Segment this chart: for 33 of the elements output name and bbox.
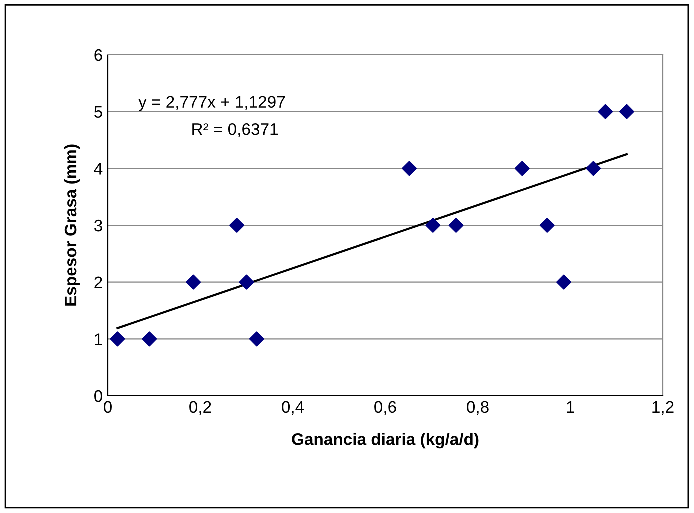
y-tick-label: 5 xyxy=(94,106,102,118)
x-tick-label: 1,2 xyxy=(652,401,674,416)
point xyxy=(249,332,264,347)
point xyxy=(448,218,464,233)
annotation: y = 2,777x + 1,1297 xyxy=(138,96,286,112)
annotation: R² = 0,6371 xyxy=(192,123,278,138)
point xyxy=(556,274,572,290)
point xyxy=(514,161,530,176)
point xyxy=(598,104,614,120)
y-tick-label: 1 xyxy=(95,334,102,346)
x-tick-label: 0,4 xyxy=(282,401,304,416)
y-tick-label: 4 xyxy=(94,163,103,175)
point xyxy=(142,332,158,347)
y-tick-label: 6 xyxy=(94,49,102,62)
point xyxy=(426,218,441,233)
point xyxy=(619,104,634,120)
y-tick-label: 3 xyxy=(94,220,102,232)
point xyxy=(230,218,245,233)
point xyxy=(586,161,602,176)
x-tick-label: 0,8 xyxy=(467,401,489,416)
point xyxy=(239,274,254,290)
x-tick-label: 0 xyxy=(104,401,112,414)
y-tick-label: 2 xyxy=(94,276,102,288)
point xyxy=(110,332,126,347)
point xyxy=(540,218,555,233)
point xyxy=(186,274,202,290)
y-axis-title: Espesor Grasa (mm) xyxy=(64,144,80,306)
x-tick-label: 0,6 xyxy=(374,401,396,416)
x-tick-label: 0,2 xyxy=(190,401,212,416)
point xyxy=(402,161,418,176)
x-axis-title: Ganancia diaria (kg/a/d) xyxy=(292,433,479,449)
y-tick-label: 0 xyxy=(94,390,102,402)
x-tick-label: 1 xyxy=(567,401,574,413)
